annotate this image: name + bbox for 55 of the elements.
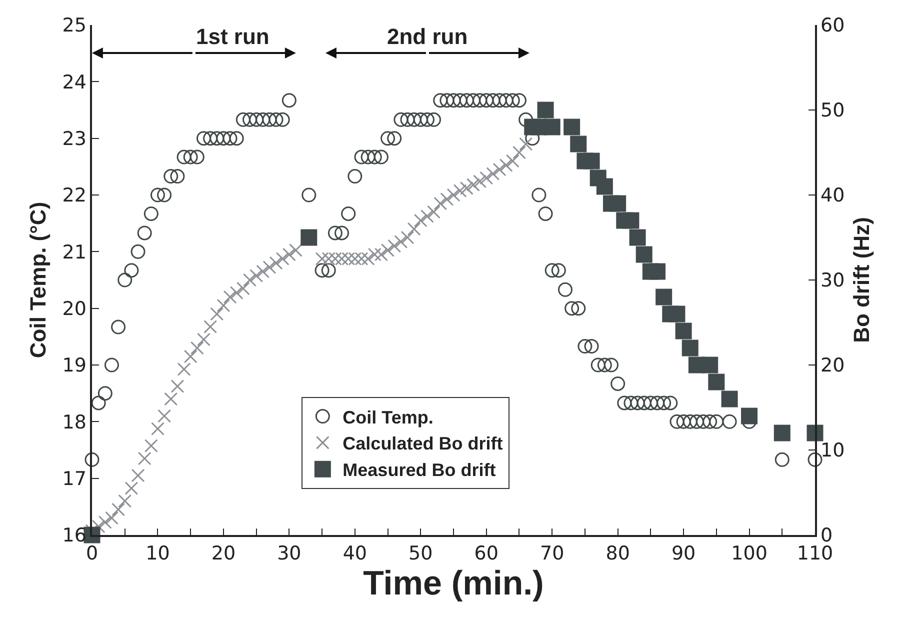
x-tick-label: 40 — [342, 542, 368, 565]
y2-tick-label: 50 — [820, 100, 845, 122]
point — [564, 118, 580, 136]
y2-tick-label: 30 — [820, 270, 845, 292]
point — [682, 340, 698, 356]
point — [610, 195, 626, 212]
y-tick-label: 21 — [62, 241, 86, 264]
x-tick-label: 20 — [211, 542, 236, 565]
x-tick-label: 80 — [606, 542, 630, 565]
y-tick-label: 20 — [62, 298, 86, 320]
x-tick-label: 90 — [671, 542, 696, 565]
y2-axis-title: Bo drift (Hz) — [849, 217, 874, 343]
y2-tick-label: 20 — [820, 354, 845, 377]
x-tick-label: 30 — [277, 542, 302, 565]
y-tick-label: 22 — [62, 184, 86, 207]
x-tick-label: 50 — [408, 542, 433, 565]
point — [622, 212, 640, 229]
point — [668, 306, 686, 322]
x-tick-label: 10 — [146, 542, 170, 565]
x-tick-label: 100 — [731, 542, 768, 565]
point — [596, 178, 613, 195]
y2-tick-label: 10 — [820, 440, 845, 462]
legend-label: Calculated Bo drift — [342, 434, 503, 454]
point — [537, 102, 554, 118]
y-tick-label: 23 — [62, 128, 86, 150]
y-tick-label: 19 — [62, 354, 86, 377]
annotation: 2nd run — [387, 24, 468, 49]
y-tick-label: 24 — [62, 71, 86, 94]
point — [649, 263, 666, 280]
y-axis-title: Coil Temp. (°C) — [26, 202, 51, 358]
x-tick-label: 60 — [474, 542, 498, 565]
y-tick-label: 18 — [62, 411, 86, 434]
point — [629, 229, 646, 246]
point — [544, 118, 560, 136]
legend-label: Coil Temp. — [342, 407, 434, 428]
point — [583, 152, 600, 170]
y2-tick-label: 40 — [820, 184, 845, 207]
point — [721, 390, 738, 408]
legend-label: Measured Bo drift — [342, 460, 496, 480]
point — [656, 288, 672, 306]
point — [675, 322, 692, 340]
x-tick-label: 0 — [86, 542, 98, 565]
point — [741, 408, 758, 424]
x-axis-title: Time (min.) — [363, 564, 544, 603]
x-tick-label: 70 — [540, 542, 564, 565]
annotation: 1st run — [196, 24, 270, 49]
point — [300, 229, 318, 246]
point — [570, 136, 587, 152]
point — [774, 424, 790, 442]
y2-tick-label: 60 — [820, 14, 845, 37]
y-tick-label: 25 — [62, 14, 86, 37]
point — [702, 356, 718, 374]
point — [708, 374, 725, 390]
point — [636, 246, 652, 263]
y-tick-label: 17 — [62, 468, 86, 490]
